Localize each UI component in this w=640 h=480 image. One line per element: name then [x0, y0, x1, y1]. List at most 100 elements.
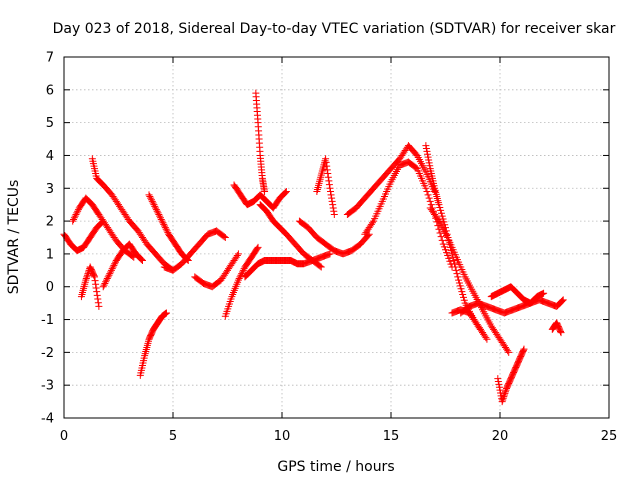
data-point — [322, 155, 330, 163]
y-tick-label: 6 — [46, 83, 54, 98]
data-point — [106, 270, 114, 278]
data-point — [163, 227, 171, 235]
data-point — [326, 184, 334, 192]
data-point — [91, 273, 99, 281]
y-tick-label: 1 — [46, 247, 54, 262]
data-point — [152, 204, 160, 212]
data-point — [147, 196, 155, 204]
data-point — [502, 386, 510, 394]
y-tick-label: -3 — [41, 379, 54, 394]
data-point — [94, 299, 102, 307]
data-point — [152, 206, 160, 214]
data-point — [155, 211, 163, 219]
data-point — [425, 159, 433, 167]
data-point — [239, 266, 247, 274]
data-point — [330, 207, 338, 215]
data-point — [159, 219, 167, 227]
data-point — [103, 275, 111, 283]
data-point — [103, 276, 111, 284]
data-point — [282, 188, 290, 196]
data-point — [70, 215, 78, 223]
data-point — [442, 246, 449, 254]
data-point — [501, 389, 509, 397]
data-point — [423, 188, 431, 196]
data-point — [92, 280, 100, 288]
data-point — [559, 296, 567, 304]
data-point — [138, 256, 146, 264]
data-point — [282, 188, 290, 196]
data-point — [458, 288, 466, 296]
data-point — [455, 279, 463, 287]
y-tick-label: 7 — [46, 51, 54, 66]
data-point — [328, 197, 336, 205]
data-point — [107, 268, 115, 276]
y-tick-label: -4 — [41, 412, 54, 427]
data-point — [82, 275, 90, 283]
data-point — [422, 184, 430, 192]
data-point — [425, 194, 433, 202]
data-point — [445, 254, 453, 262]
data-point — [110, 261, 118, 269]
data-point — [254, 243, 262, 251]
data-point — [238, 270, 246, 278]
data-point — [456, 282, 464, 290]
data-point — [253, 245, 261, 253]
data-point — [505, 348, 513, 356]
data-point — [164, 229, 172, 237]
data-point — [323, 166, 331, 174]
chart-title: Day 023 of 2018, Sidereal Day-to-day VTE… — [53, 21, 616, 37]
data-point — [101, 279, 109, 287]
x-axis-label: GPS time / hours — [277, 459, 394, 475]
data-point — [316, 262, 324, 270]
x-tick-label: 25 — [601, 429, 618, 444]
data-point — [99, 283, 107, 291]
data-point — [323, 162, 331, 170]
data-point — [423, 147, 431, 155]
data-point — [452, 266, 460, 274]
data-point — [483, 335, 491, 343]
data-point — [437, 206, 445, 214]
data-point — [238, 268, 246, 276]
data-point — [330, 211, 338, 219]
data-point — [438, 236, 446, 244]
data-point — [558, 297, 566, 305]
data-point — [69, 217, 77, 225]
data-point — [324, 170, 332, 178]
data-point — [329, 204, 337, 212]
data-point — [112, 258, 120, 266]
data-point — [235, 275, 243, 283]
data-point — [221, 234, 229, 241]
data-point — [146, 192, 154, 200]
data-point — [424, 150, 432, 158]
data-point — [329, 201, 337, 209]
data-point — [158, 217, 166, 225]
data-point — [500, 393, 508, 401]
data-point — [240, 265, 248, 273]
data-point — [90, 272, 98, 280]
data-point — [422, 142, 430, 150]
tick-labels-layer: 0 5 10 15 20 25 -4 -3 -2 -1 0 1 2 3 4 5 6 7 — [41, 51, 617, 445]
data-point — [435, 201, 443, 209]
data-point — [494, 375, 502, 383]
data-point — [368, 219, 376, 227]
data-point — [500, 391, 508, 399]
data-point — [91, 277, 99, 285]
data-point — [153, 207, 161, 215]
data-point — [281, 189, 289, 197]
data-point — [234, 276, 242, 284]
x-tick-label: 0 — [60, 429, 68, 444]
data-point — [459, 293, 467, 301]
data-point — [457, 285, 465, 293]
data-point — [137, 255, 145, 263]
data-point — [74, 206, 82, 214]
data-point — [93, 291, 101, 299]
data-point — [145, 191, 153, 199]
data-point — [71, 212, 79, 220]
data-point — [494, 377, 502, 385]
data-point — [148, 197, 156, 205]
data-point — [499, 396, 507, 404]
data-point — [234, 250, 242, 258]
data-point — [443, 249, 451, 257]
y-tick-label: 2 — [46, 215, 54, 230]
data-point — [104, 273, 112, 281]
